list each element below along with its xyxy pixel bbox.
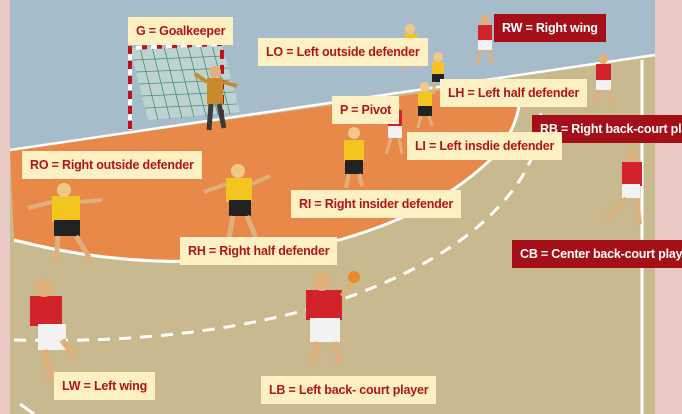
free-throw-line <box>13 104 543 342</box>
label-center-back-court-player: CB = Center back-court playrt <box>512 240 682 268</box>
label-left-outside-defender: LO = Left outside defender <box>258 38 428 66</box>
label-left-half-defender: LH = Left half defender <box>440 79 588 107</box>
defender-lh <box>431 52 446 95</box>
label-right-half-defender: RH = Right half defender <box>180 237 338 265</box>
corner-line <box>19 402 35 414</box>
label-right-wing: RW = Right wing <box>494 14 606 42</box>
label-right-insider-defender: RI = Right insider defender <box>291 190 461 218</box>
attacker-rw <box>475 15 494 65</box>
ball-icon <box>348 271 360 283</box>
goalkeeper-figure <box>193 66 238 131</box>
label-left-wing: LW = Left wing <box>54 372 156 400</box>
attacker-rb <box>592 54 613 105</box>
attacker-lb <box>306 271 360 365</box>
attacker-lw <box>30 279 79 383</box>
label-goalkeeper: G = Goalkeeper <box>128 17 234 45</box>
label-left-back-court-player: LB = Left back- court player <box>261 376 437 404</box>
label-left-inside-defender: LI = Left insdie defender <box>407 132 563 160</box>
defender-li <box>416 82 434 129</box>
label-pivot: P = Pivot <box>332 96 400 124</box>
label-right-outside-defender: RO = Right outside defender <box>22 151 202 179</box>
defender-rh <box>203 164 271 239</box>
defender-ro <box>27 183 103 264</box>
defender-ri <box>344 127 364 189</box>
label-right-back-court-player: RB = Right back-court player <box>532 115 682 143</box>
attacker-cb <box>604 150 642 225</box>
